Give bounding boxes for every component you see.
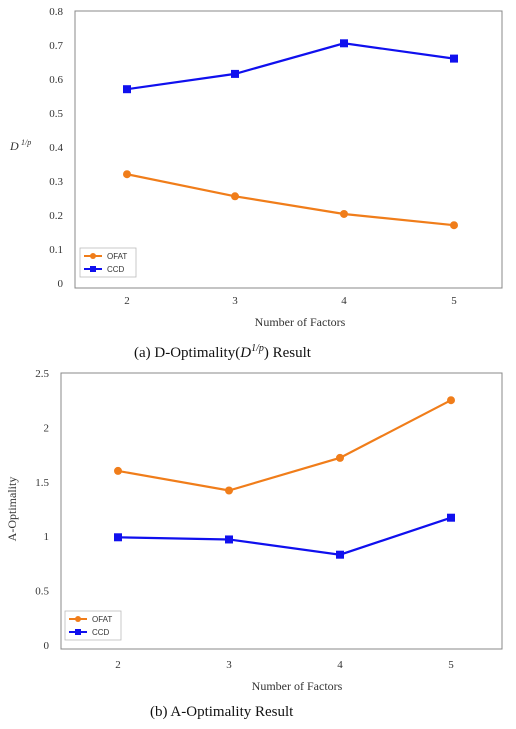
y-tick-label: 0.4 <box>49 142 63 154</box>
y-tick-label: 0.2 <box>49 210 63 222</box>
y-tick-label: 1 <box>44 531 50 543</box>
y-axis-label: D <box>9 139 19 153</box>
y-tick-label: 0.5 <box>35 586 49 598</box>
y-tick-label: 0.7 <box>49 40 63 52</box>
series-line-ccd <box>117 516 452 556</box>
data-point-ccd <box>450 54 458 63</box>
y-tick-label: 2.5 <box>35 368 49 380</box>
y-tick-label: 0 <box>44 640 50 652</box>
x-tick-label: 5 <box>451 295 457 307</box>
data-point-ofat <box>123 170 131 179</box>
legend-marker <box>75 629 81 635</box>
chart-a: 0 0.1 0.2 0.3 0.4 0.5 0.6 0.7 0.8 2 3 4 5 Number of F… <box>9 6 503 329</box>
plot-frame <box>60 372 503 650</box>
series-line-ccd <box>126 42 455 91</box>
x-tick-label: 3 <box>232 295 238 307</box>
y-tick-label: 0.5 <box>49 108 63 120</box>
data-point-ccd <box>123 85 131 94</box>
caption-a-suffix: ) Result <box>263 345 311 361</box>
x-tick-label: 5 <box>448 659 454 671</box>
y-tick-label: 0.6 <box>49 74 63 86</box>
data-point-ccd <box>336 550 344 559</box>
x-axis-label: Number of Factors <box>252 679 343 693</box>
y-tick-label: 0 <box>58 278 64 290</box>
caption-a-math: D <box>240 345 252 361</box>
legend-label: OFAT <box>107 252 127 261</box>
data-point-ofat <box>447 396 455 405</box>
y-tick-label: 2 <box>44 422 50 434</box>
y-tick-label: 0.3 <box>49 176 63 188</box>
legend: OFAT CCD <box>79 247 137 278</box>
legend-box <box>64 610 122 641</box>
x-tick-label: 4 <box>337 659 343 671</box>
data-point-ofat <box>450 221 458 230</box>
y-tick-label: 0.8 <box>49 6 63 18</box>
legend: OFAT CCD <box>64 610 122 641</box>
chart-b: 0 0.5 1 1.5 2 2.5 2 3 4 5 Number of Factors A-Optim… <box>5 368 503 693</box>
series-line-ofat <box>126 173 455 227</box>
legend-label: OFAT <box>92 615 112 624</box>
y-tick-label: 0.1 <box>49 244 63 256</box>
y-axis-label-sup: 1/p <box>21 138 31 147</box>
x-tick-label: 2 <box>115 659 121 671</box>
data-point-ccd <box>340 39 348 48</box>
caption-a: (a) D-Optimality(D1/p) Result <box>134 343 311 362</box>
plot-frame <box>74 10 503 289</box>
data-point-ofat <box>336 453 344 462</box>
x-axis-label: Number of Factors <box>255 315 346 329</box>
legend-marker <box>75 616 81 622</box>
data-point-ofat <box>231 192 239 201</box>
x-tick-label: 3 <box>226 659 232 671</box>
data-point-ccd <box>114 533 122 542</box>
legend-label: CCD <box>92 628 110 637</box>
data-point-ccd <box>225 535 233 544</box>
caption-a-prefix: (a) D-Optimality( <box>134 345 241 361</box>
x-tick-label: 4 <box>341 295 347 307</box>
x-tick-label: 2 <box>124 295 130 307</box>
legend-box <box>79 247 137 278</box>
legend-marker <box>90 253 96 259</box>
caption-a-sup: 1/p <box>251 343 264 354</box>
y-tick-label: 1.5 <box>35 477 49 489</box>
legend-label: CCD <box>107 265 125 274</box>
data-point-ofat <box>114 466 122 475</box>
data-point-ofat <box>340 209 348 218</box>
y-axis-label: A-Optimality <box>5 477 19 542</box>
data-point-ofat <box>225 486 233 495</box>
series-line-ofat <box>117 399 452 492</box>
legend-marker <box>90 266 96 272</box>
data-point-ccd <box>447 513 455 522</box>
caption-b: (b) A-Optimality Result <box>150 704 294 720</box>
data-point-ccd <box>231 69 239 78</box>
